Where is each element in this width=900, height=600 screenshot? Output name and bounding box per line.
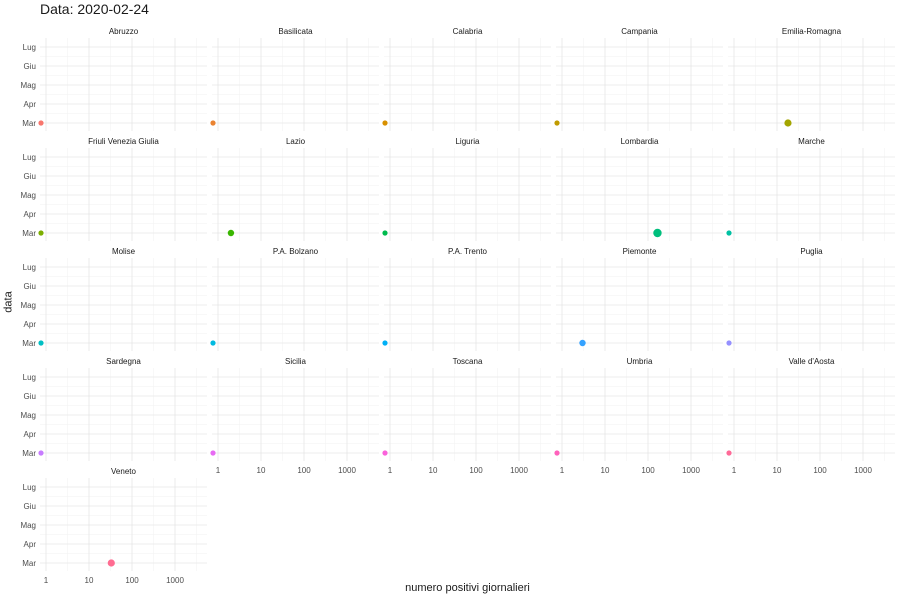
y-tick-label: Lug — [23, 373, 36, 382]
data-point-toscana — [382, 450, 388, 456]
x-axis-label: numero positivi giornalieri — [405, 582, 530, 594]
data-point-basilicata — [210, 120, 216, 126]
x-tick-label: 100 — [297, 466, 311, 475]
y-tick-label: Mag — [20, 411, 36, 420]
facet-label-toscana: Toscana — [453, 357, 483, 366]
x-tick-label: 1000 — [682, 466, 700, 475]
data-point-umbria — [554, 450, 560, 456]
y-tick-label: Apr — [24, 540, 37, 549]
y-tick-label: Mag — [20, 301, 36, 310]
y-tick-label: Apr — [24, 210, 37, 219]
data-point-liguria — [382, 230, 388, 236]
y-tick-label: Apr — [24, 320, 37, 329]
x-tick-label: 1 — [732, 466, 737, 475]
x-tick-label: 1 — [44, 576, 49, 585]
facet-label-p-a-bolzano: P.A. Bolzano — [273, 247, 319, 256]
y-tick-label: Mar — [22, 119, 36, 128]
facet-label-basilicata: Basilicata — [278, 27, 313, 36]
data-point-p-a-trento — [382, 340, 388, 346]
data-point-friuli-venezia-giulia — [38, 230, 44, 236]
x-tick-label: 1000 — [166, 576, 184, 585]
facet-label-sardegna: Sardegna — [106, 357, 141, 366]
data-point-marche — [726, 230, 732, 236]
x-tick-label: 1 — [216, 466, 221, 475]
x-tick-label: 10 — [85, 576, 94, 585]
y-tick-label: Mar — [22, 449, 36, 458]
x-tick-label: 100 — [125, 576, 139, 585]
facet-label-valle-d-aosta: Valle d'Aosta — [789, 357, 835, 366]
facet-label-umbria: Umbria — [627, 357, 653, 366]
y-tick-label: Giu — [24, 282, 36, 291]
data-point-lombardia — [653, 228, 662, 238]
facet-label-veneto: Veneto — [111, 467, 136, 476]
y-tick-label: Lug — [23, 483, 36, 492]
x-tick-label: 10 — [257, 466, 266, 475]
data-point-piemonte — [579, 339, 586, 347]
x-tick-label: 100 — [813, 466, 827, 475]
facet-label-lombardia: Lombardia — [621, 137, 659, 146]
y-tick-label: Apr — [24, 100, 37, 109]
data-point-sardegna — [38, 450, 44, 456]
y-tick-label: Giu — [24, 502, 36, 511]
data-point-veneto — [107, 559, 115, 567]
facet-label-piemonte: Piemonte — [623, 247, 657, 256]
y-tick-label: Mar — [22, 339, 36, 348]
data-point-abruzzo — [38, 120, 44, 126]
x-tick-label: 100 — [469, 466, 483, 475]
facet-label-emilia-romagna: Emilia-Romagna — [782, 27, 842, 36]
chart-title: Data: 2020-02-24 — [40, 1, 149, 17]
x-tick-label: 10 — [601, 466, 610, 475]
y-tick-label: Lug — [23, 153, 36, 162]
facet-label-puglia: Puglia — [800, 247, 823, 256]
facet-label-sicilia: Sicilia — [285, 357, 306, 366]
data-point-p-a-bolzano — [210, 340, 216, 346]
data-point-molise — [38, 340, 44, 346]
y-tick-label: Mag — [20, 81, 36, 90]
facet-label-calabria: Calabria — [453, 27, 483, 36]
y-tick-label: Lug — [23, 263, 36, 272]
y-tick-label: Giu — [24, 62, 36, 71]
x-tick-label: 1 — [388, 466, 393, 475]
y-tick-label: Mag — [20, 521, 36, 530]
y-tick-label: Giu — [24, 172, 36, 181]
y-tick-label: Lug — [23, 43, 36, 52]
x-tick-label: 1000 — [510, 466, 528, 475]
x-tick-label: 1000 — [338, 466, 356, 475]
x-tick-label: 10 — [429, 466, 438, 475]
y-tick-label: Apr — [24, 430, 37, 439]
facet-label-friuli-venezia-giulia: Friuli Venezia Giulia — [88, 137, 159, 146]
x-tick-label: 100 — [641, 466, 655, 475]
data-point-campania — [554, 120, 560, 126]
y-tick-label: Mar — [22, 229, 36, 238]
facet-label-liguria: Liguria — [455, 137, 480, 146]
data-point-calabria — [382, 120, 388, 126]
data-point-puglia — [726, 340, 732, 346]
y-tick-label: Mag — [20, 191, 36, 200]
facet-label-campania: Campania — [621, 27, 658, 36]
facet-label-lazio: Lazio — [286, 137, 306, 146]
facet-label-p-a-trento: P.A. Trento — [448, 247, 488, 256]
y-tick-label: Giu — [24, 392, 36, 401]
y-axis-label: data — [2, 291, 15, 313]
data-point-valle-d-aosta — [726, 450, 732, 456]
facet-label-marche: Marche — [798, 137, 825, 146]
x-tick-label: 1000 — [854, 466, 872, 475]
x-tick-label: 1 — [560, 466, 565, 475]
data-point-emilia-romagna — [784, 119, 792, 127]
data-point-sicilia — [210, 450, 216, 456]
data-point-lazio — [227, 229, 235, 237]
facet-label-abruzzo: Abruzzo — [109, 27, 139, 36]
x-tick-label: 10 — [773, 466, 782, 475]
facet-label-molise: Molise — [112, 247, 136, 256]
y-tick-label: Mar — [22, 559, 36, 568]
